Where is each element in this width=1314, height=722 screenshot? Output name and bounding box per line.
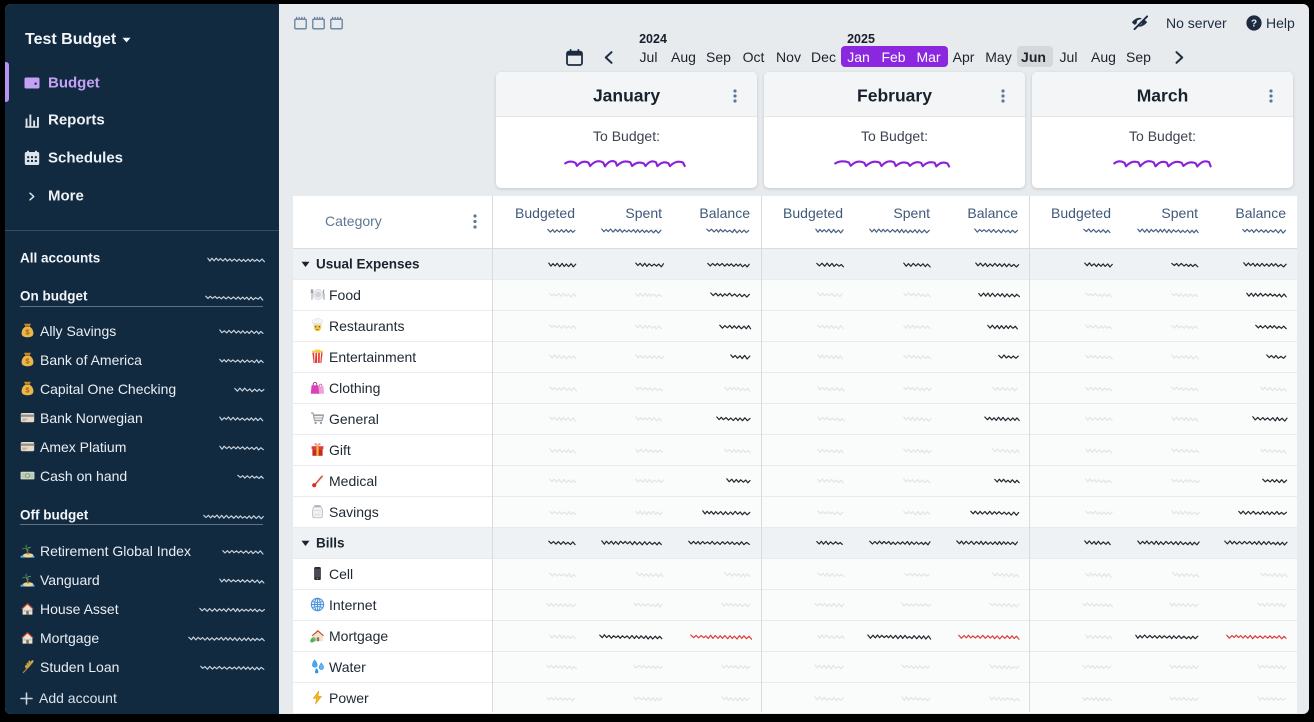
- svg-text:$: $: [25, 385, 30, 394]
- svg-text:$: $: [25, 356, 30, 365]
- svg-text:?: ?: [1251, 19, 1257, 30]
- svg-text:$: $: [25, 327, 30, 336]
